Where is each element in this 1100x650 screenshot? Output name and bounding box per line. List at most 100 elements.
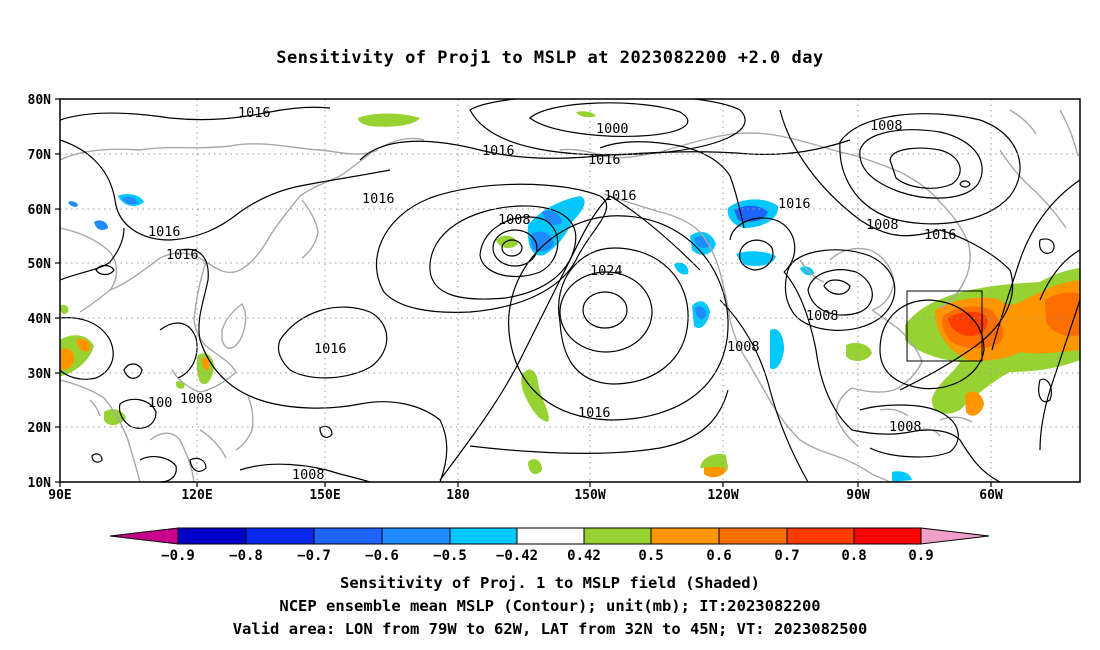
shade-orange-asia — [60, 348, 75, 370]
colorbar-segment — [650, 527, 720, 545]
contour-label: 1000 — [596, 121, 629, 137]
contour-label: 1024 — [590, 263, 623, 279]
sensitivity-shading — [60, 111, 1080, 482]
contour-label: 1016 — [238, 105, 271, 121]
contour-label: 1016 — [578, 405, 611, 421]
contour-label: 1016 — [166, 247, 199, 263]
colorbar-segment — [313, 527, 383, 545]
colorbar-label: 0.8 — [841, 548, 866, 564]
colorbar: −0.9 −0.8 −0.7 −0.6 −0.5 −0.42 0.42 0.5 … — [109, 527, 990, 564]
shade-green-low — [496, 235, 518, 249]
shade-lblue-kaz2 — [68, 201, 78, 207]
lon-labels: 90E 120E 150E 180 150W 120W 90W 60W — [48, 488, 1003, 503]
colorbar-label: −0.7 — [297, 548, 331, 564]
lat-labels: 80N 70N 60N 50N 40N 30N 20N 10N — [28, 93, 52, 491]
lat-label: 70N — [28, 148, 52, 163]
lon-label: 120W — [707, 488, 738, 503]
shade-lblue-mex — [674, 262, 689, 275]
lon-label: 150E — [309, 488, 340, 503]
page-title: Sensitivity of Proj1 to MSLP at 20230822… — [276, 48, 824, 68]
contour-label: 1016 — [924, 227, 957, 243]
lat-label: 50N — [28, 257, 52, 272]
shade-lblue-car — [892, 471, 912, 482]
colorbar-label: 0.7 — [774, 548, 799, 564]
colorbar-segment — [245, 527, 315, 545]
shade-green-arctic — [358, 113, 420, 127]
coastlines — [60, 109, 1079, 482]
contour-label: 1008 — [870, 118, 903, 134]
shade-lblue-can — [736, 251, 776, 266]
lat-label: 30N — [28, 367, 52, 382]
valid-area-box — [906, 290, 983, 362]
contour-label: 1008 — [498, 212, 531, 228]
shade-green-ep — [700, 454, 728, 470]
colorbar-segment — [718, 527, 788, 545]
contour-label: 1016 — [362, 191, 395, 207]
contour-label: 1016 — [148, 224, 181, 240]
shade-green-cp2 — [528, 459, 542, 475]
colorbar-label: 0.6 — [706, 548, 731, 564]
colorbar-label: 0.42 — [567, 548, 601, 564]
shade-lblue-cal — [770, 328, 784, 370]
lat-lon-grid — [60, 99, 1080, 482]
lat-label: 10N — [28, 476, 52, 491]
contour-label: 1016 — [604, 188, 637, 204]
contour-label: 1016 — [482, 143, 515, 159]
colorbar-segment — [449, 527, 518, 545]
contour-label: 1016 — [588, 152, 621, 168]
colorbar-segment — [583, 527, 652, 545]
lat-label: 20N — [28, 421, 52, 436]
colorbar-segment — [177, 527, 247, 545]
lon-label: 60W — [979, 488, 1003, 503]
caption-contour: NCEP ensemble mean MSLP (Contour); unit(… — [279, 597, 821, 615]
contour-labels: 1016 1016 1016 1016 1016 1016 1016 1016 … — [148, 105, 957, 483]
contour-label: 1008 — [180, 391, 213, 407]
lat-label: 60N — [28, 203, 52, 218]
contour-label: 1016 — [778, 196, 811, 212]
colorbar-label: −0.42 — [496, 548, 538, 564]
shade-blue-np — [530, 231, 554, 252]
lon-label: 180 — [446, 488, 470, 503]
shade-blue-wc — [695, 306, 706, 320]
colorbar-segment — [516, 527, 585, 545]
shade-orange-asia2 — [76, 338, 91, 352]
shade-blue-mong — [122, 196, 138, 205]
colorbar-segment — [786, 527, 855, 545]
contour-label: 1008 — [866, 217, 899, 233]
colorbar-label: −0.8 — [229, 548, 263, 564]
lon-label: 90E — [48, 488, 71, 503]
lat-label: 40N — [28, 312, 52, 327]
shade-orange-taiwan — [202, 357, 210, 371]
shade-lblue-kaz — [94, 220, 108, 230]
colorbar-label: −0.6 — [365, 548, 399, 564]
colorbar-label: 0.9 — [908, 548, 933, 564]
mslp-contours — [60, 99, 1080, 482]
shade-green2 — [846, 342, 872, 362]
map-frame — [59, 98, 1081, 483]
lon-label: 150W — [574, 488, 605, 503]
contour-label: 1016 — [314, 341, 347, 357]
lon-label: 90W — [846, 488, 870, 503]
caption-valid-area: Valid area: LON from 79W to 62W, LAT fro… — [232, 620, 868, 638]
contour-label: 1008 — [806, 308, 839, 324]
shade-green-arctic2 — [576, 111, 596, 118]
caption-shading: Sensitivity of Proj. 1 to MSLP field (Sh… — [340, 574, 760, 592]
shade-green-asia2 — [60, 304, 69, 314]
lat-label: 80N — [28, 93, 52, 108]
shade-green-scs — [104, 409, 126, 426]
colorbar-label: −0.5 — [433, 548, 467, 564]
contour-label: 1008 — [727, 339, 760, 355]
colorbar-label: 0.5 — [638, 548, 663, 564]
lon-label: 120E — [181, 488, 212, 503]
axis-ticks — [55, 98, 992, 487]
colorbar-segment — [853, 527, 922, 545]
colorbar-arrow-right — [920, 527, 990, 545]
contour-label: 1008 — [889, 419, 922, 435]
colorbar-arrow-left — [109, 527, 179, 545]
shade-orange2 — [965, 391, 984, 416]
shade-green-cp — [521, 369, 549, 422]
colorbar-segment — [381, 527, 451, 545]
contour-label: 1008 — [292, 467, 325, 483]
colorbar-label: −0.9 — [161, 548, 195, 564]
